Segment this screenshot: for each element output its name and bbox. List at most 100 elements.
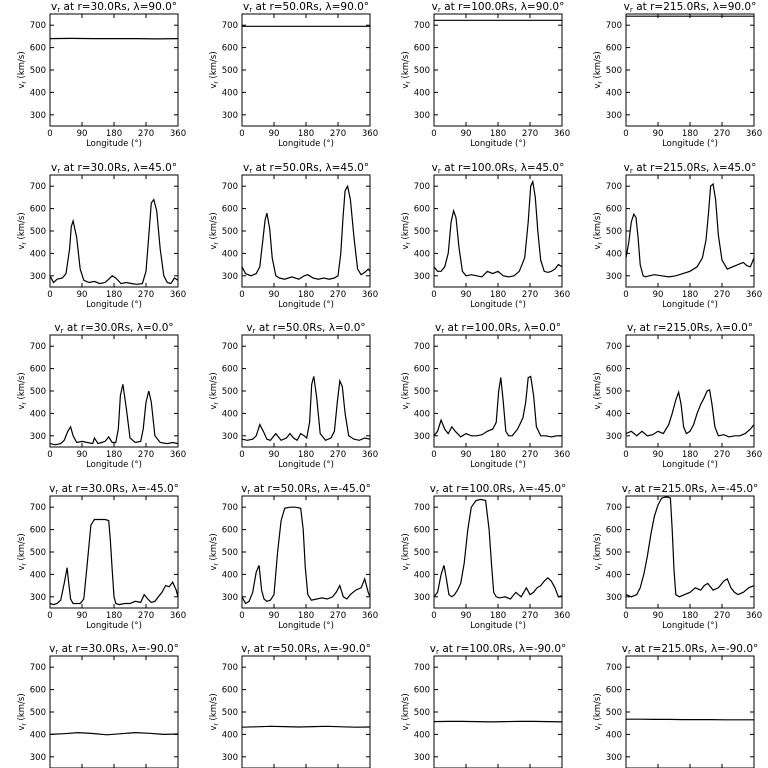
y-tick-label: 300 xyxy=(606,753,622,763)
plot-frame xyxy=(625,13,755,127)
y-tick-label: 500 xyxy=(414,548,430,558)
subplot-title: vr at r=50.0Rs, λ=45.0° xyxy=(243,162,369,175)
x-tick-label: 360 xyxy=(362,129,378,139)
x-axis-label: Longitude (°) xyxy=(86,621,142,631)
series-line xyxy=(626,718,754,721)
y-tick-label: 300 xyxy=(222,593,238,603)
x-axis-label: Longitude (°) xyxy=(662,139,718,149)
y-tick-label: 300 xyxy=(222,753,238,763)
plot-frame xyxy=(49,334,179,448)
series-line xyxy=(241,506,371,605)
subplot-title: vr at r=30.0Rs, λ=90.0° xyxy=(51,1,177,14)
y-axis-label: vr (km/s) xyxy=(401,372,412,409)
y-tick-label: 700 xyxy=(606,503,622,513)
y-axis-label: vr (km/s) xyxy=(17,693,28,730)
x-tick-label: 180 xyxy=(490,129,506,139)
subplot-6: vr at r=50.0Rs, λ=45.0° 0 90 180 270 360 300 40… xyxy=(209,162,378,310)
y-tick-label: 600 xyxy=(222,365,238,375)
x-tick-label: 90 xyxy=(269,611,280,621)
series-line xyxy=(241,376,371,442)
y-axis-label: vr (km/s) xyxy=(17,51,28,88)
x-tick-label: 180 xyxy=(298,611,314,621)
y-tick-label: 600 xyxy=(414,526,430,536)
x-tick-label: 0 xyxy=(47,290,52,300)
subplot-16: vr at r=215.0Rs, λ=-45.0° 0 90 180 270 360 300… xyxy=(593,483,762,631)
x-tick-label: 0 xyxy=(623,611,628,621)
subplot-title: vr at r=50.0Rs, λ=0.0° xyxy=(246,322,365,335)
y-axis-label: vr (km/s) xyxy=(401,533,412,570)
y-tick-label: 500 xyxy=(30,708,46,718)
y-tick-label: 400 xyxy=(606,249,622,259)
plot-frame xyxy=(433,655,563,768)
y-axis-label: vr (km/s) xyxy=(209,212,220,249)
x-axis-label: Longitude (°) xyxy=(470,139,526,149)
y-tick-label: 600 xyxy=(30,686,46,696)
x-tick-label: 0 xyxy=(239,450,244,460)
x-tick-label: 360 xyxy=(362,290,378,300)
y-tick-label: 700 xyxy=(222,21,238,31)
x-tick-label: 90 xyxy=(653,450,664,460)
series-line xyxy=(49,198,179,285)
y-tick-label: 300 xyxy=(222,111,238,121)
y-axis-label: vr (km/s) xyxy=(593,693,604,730)
series-line xyxy=(241,184,371,280)
x-tick-label: 270 xyxy=(138,290,154,300)
y-tick-label: 400 xyxy=(606,570,622,580)
subplot-title: vr at r=100.0Rs, λ=-45.0° xyxy=(430,483,567,496)
y-tick-label: 700 xyxy=(414,663,430,673)
y-tick-label: 500 xyxy=(606,66,622,76)
y-tick-label: 400 xyxy=(222,409,238,419)
y-tick-label: 500 xyxy=(30,66,46,76)
x-tick-label: 270 xyxy=(138,129,154,139)
y-tick-label: 500 xyxy=(222,227,238,237)
subplot-title: vr at r=50.0Rs, λ=-45.0° xyxy=(241,483,371,496)
subplot-1: vr at r=30.0Rs, λ=90.0° 0 90 180 270 360 300 40… xyxy=(17,1,186,149)
y-tick-label: 300 xyxy=(30,593,46,603)
y-tick-label: 600 xyxy=(414,686,430,696)
subplot-9: vr at r=30.0Rs, λ=0.0° 0 90 180 270 360 300 400… xyxy=(17,322,186,470)
x-tick-label: 0 xyxy=(47,611,52,621)
subplot-title: vr at r=100.0Rs, λ=0.0° xyxy=(435,322,561,335)
x-tick-label: 0 xyxy=(239,290,244,300)
x-tick-label: 90 xyxy=(77,450,88,460)
y-tick-label: 700 xyxy=(30,182,46,192)
y-axis-label: vr (km/s) xyxy=(401,693,412,730)
x-tick-label: 360 xyxy=(746,290,762,300)
y-tick-label: 300 xyxy=(606,272,622,282)
subplot-title: vr at r=215.0Rs, λ=-90.0° xyxy=(622,643,759,656)
plot-frame xyxy=(241,655,371,768)
x-tick-label: 270 xyxy=(522,290,538,300)
y-tick-label: 300 xyxy=(30,272,46,282)
series-line xyxy=(433,375,562,438)
y-tick-label: 700 xyxy=(606,182,622,192)
x-tick-label: 360 xyxy=(362,611,378,621)
x-tick-label: 0 xyxy=(431,611,436,621)
y-tick-label: 600 xyxy=(30,526,46,536)
y-axis-label: vr (km/s) xyxy=(593,51,604,88)
y-tick-label: 600 xyxy=(222,526,238,536)
subplot-18: vr at r=50.0Rs, λ=-90.0°0901802703603004… xyxy=(209,643,371,768)
y-tick-label: 400 xyxy=(414,730,430,740)
y-tick-label: 600 xyxy=(606,686,622,696)
y-tick-label: 700 xyxy=(414,182,430,192)
y-tick-label: 400 xyxy=(414,409,430,419)
y-tick-label: 300 xyxy=(30,111,46,121)
y-tick-label: 300 xyxy=(414,272,430,282)
plot-frame xyxy=(433,495,563,609)
y-tick-label: 500 xyxy=(414,227,430,237)
series-line xyxy=(625,496,755,598)
subplot-title: vr at r=50.0Rs, λ=-90.0° xyxy=(241,643,371,656)
y-axis-label: vr (km/s) xyxy=(209,533,220,570)
x-axis-label: Longitude (°) xyxy=(278,300,334,310)
y-tick-label: 500 xyxy=(606,227,622,237)
plot-frame xyxy=(433,334,563,448)
x-tick-label: 180 xyxy=(106,290,122,300)
x-axis-label: Longitude (°) xyxy=(662,621,718,631)
y-tick-label: 400 xyxy=(222,730,238,740)
series-line xyxy=(433,720,563,723)
x-tick-label: 180 xyxy=(106,611,122,621)
subplot-title: vr at r=100.0Rs, λ=45.0° xyxy=(432,162,565,175)
y-tick-label: 600 xyxy=(30,205,46,215)
y-tick-label: 600 xyxy=(222,686,238,696)
